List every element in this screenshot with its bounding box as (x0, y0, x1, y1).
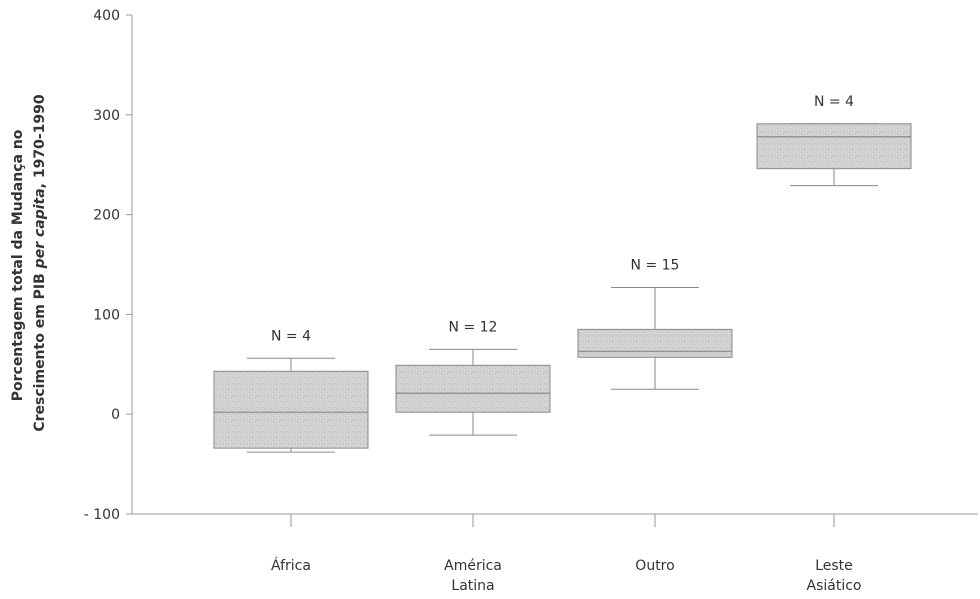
box-2: N = 15 (577, 257, 733, 390)
y-axis-label-line2: Crescimento em PIB per capita, 1970-1990 (32, 94, 48, 432)
y-axis-label-line2-italic: per capita (32, 188, 48, 269)
y-axis-label-line2-prefix: Crescimento em PIB (32, 268, 48, 431)
y-tick-label: 0 (111, 407, 120, 423)
x-category-label-line: Outro (635, 558, 674, 574)
box-1: N = 12 (395, 319, 551, 436)
y-tick-label: 400 (93, 8, 120, 24)
box-0: N = 4 (213, 328, 369, 453)
x-category-label-line: África (271, 557, 311, 574)
box-rect (756, 123, 912, 170)
box-rect (395, 364, 551, 413)
n-label: N = 4 (814, 94, 854, 110)
box-3: N = 4 (756, 94, 912, 187)
y-axis: 400 300 200 100 0 - 100 (84, 8, 133, 523)
x-category-label-line: Latina (451, 578, 494, 594)
y-axis-label-line1: Porcentagem total da Mudança no (10, 129, 26, 401)
box-rect (577, 328, 733, 358)
x-category-label-line: Leste (815, 558, 853, 574)
x-category-label: África (271, 557, 311, 574)
n-label: N = 12 (449, 319, 498, 335)
x-category-label-line: América (444, 558, 502, 574)
y-tick-label: - 100 (84, 507, 120, 523)
boxes-group: N = 4 N = 12 N = 15 N = 4 (213, 94, 912, 453)
x-category-label: América Latina (444, 558, 502, 594)
x-category-label-line: Asiático (807, 578, 862, 594)
y-axis-label: Porcentagem total da Mudança no Crescime… (10, 94, 48, 432)
x-category-label: Leste Asiático (807, 558, 862, 594)
n-label: N = 15 (631, 257, 680, 273)
x-category-label: Outro (635, 558, 674, 574)
y-tick-label: 200 (93, 208, 120, 224)
x-axis: África América Latina Outro Leste Asiático (132, 513, 978, 594)
n-label: N = 4 (271, 328, 311, 344)
y-tick-label: 100 (93, 307, 120, 323)
y-axis-label-line2-suffix: , 1970-1990 (32, 94, 48, 188)
y-tick-label: 300 (93, 108, 120, 124)
box-rect (213, 370, 369, 449)
